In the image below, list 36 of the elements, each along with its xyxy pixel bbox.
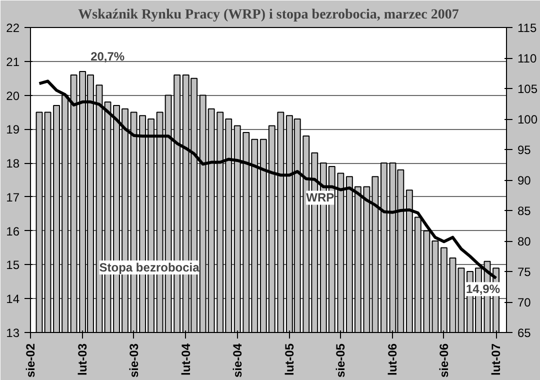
x-tick-label: sie-05 [334,343,348,378]
x-tick-label: lut-04 [178,343,193,376]
y2-tick-label: 110 [518,52,537,66]
x-tick-label: sie-04 [230,343,244,378]
chart-title: Wskaźnik Rynku Pracy (WRP) i stopa bezrobocia, marzec 2007 [78,8,459,22]
y2-tick-label: 105 [518,82,538,96]
x-tick-label: lut-06 [386,343,400,376]
y2-tick-label: 115 [518,21,537,35]
y-tick-label: 17 [6,190,20,204]
y-tick-label: 19 [6,122,20,137]
series-label: WRP [306,190,334,205]
annotation: 14,9% [466,282,500,296]
y-tick-label: 16 [6,224,20,238]
x-tick-label: lut-05 [282,343,296,376]
y2-tick-label: 75 [518,265,532,279]
y-tick-label: 14 [6,292,20,306]
x-tick-label: sie-06 [436,343,451,378]
x-tick-label: sie-03 [126,343,141,378]
x-tick-label: lut-07 [489,343,504,376]
y2-tick-label: 85 [518,204,532,218]
y-tick-label: 21 [6,54,20,69]
y-tick-label: 13 [6,326,20,340]
y-tick-label: 22 [6,21,20,35]
y-tick-label: 15 [6,258,20,272]
annotation: 20,7% [90,50,125,64]
y2-tick-label: 70 [518,296,532,310]
y2-tick-label: 95 [518,143,532,157]
x-tick-label: lut-03 [76,343,90,376]
y2-tick-label: 100 [518,112,538,126]
series-label: Stopa bezrobocia [99,260,200,275]
y2-tick-label: 80 [518,234,532,248]
x-tick-label: sie-02 [24,343,38,378]
y-tick-label: 20 [6,88,20,103]
y-tick-label: 18 [6,156,20,171]
y2-tick-label: 90 [518,174,532,188]
y2-tick-label: 65 [518,326,532,340]
